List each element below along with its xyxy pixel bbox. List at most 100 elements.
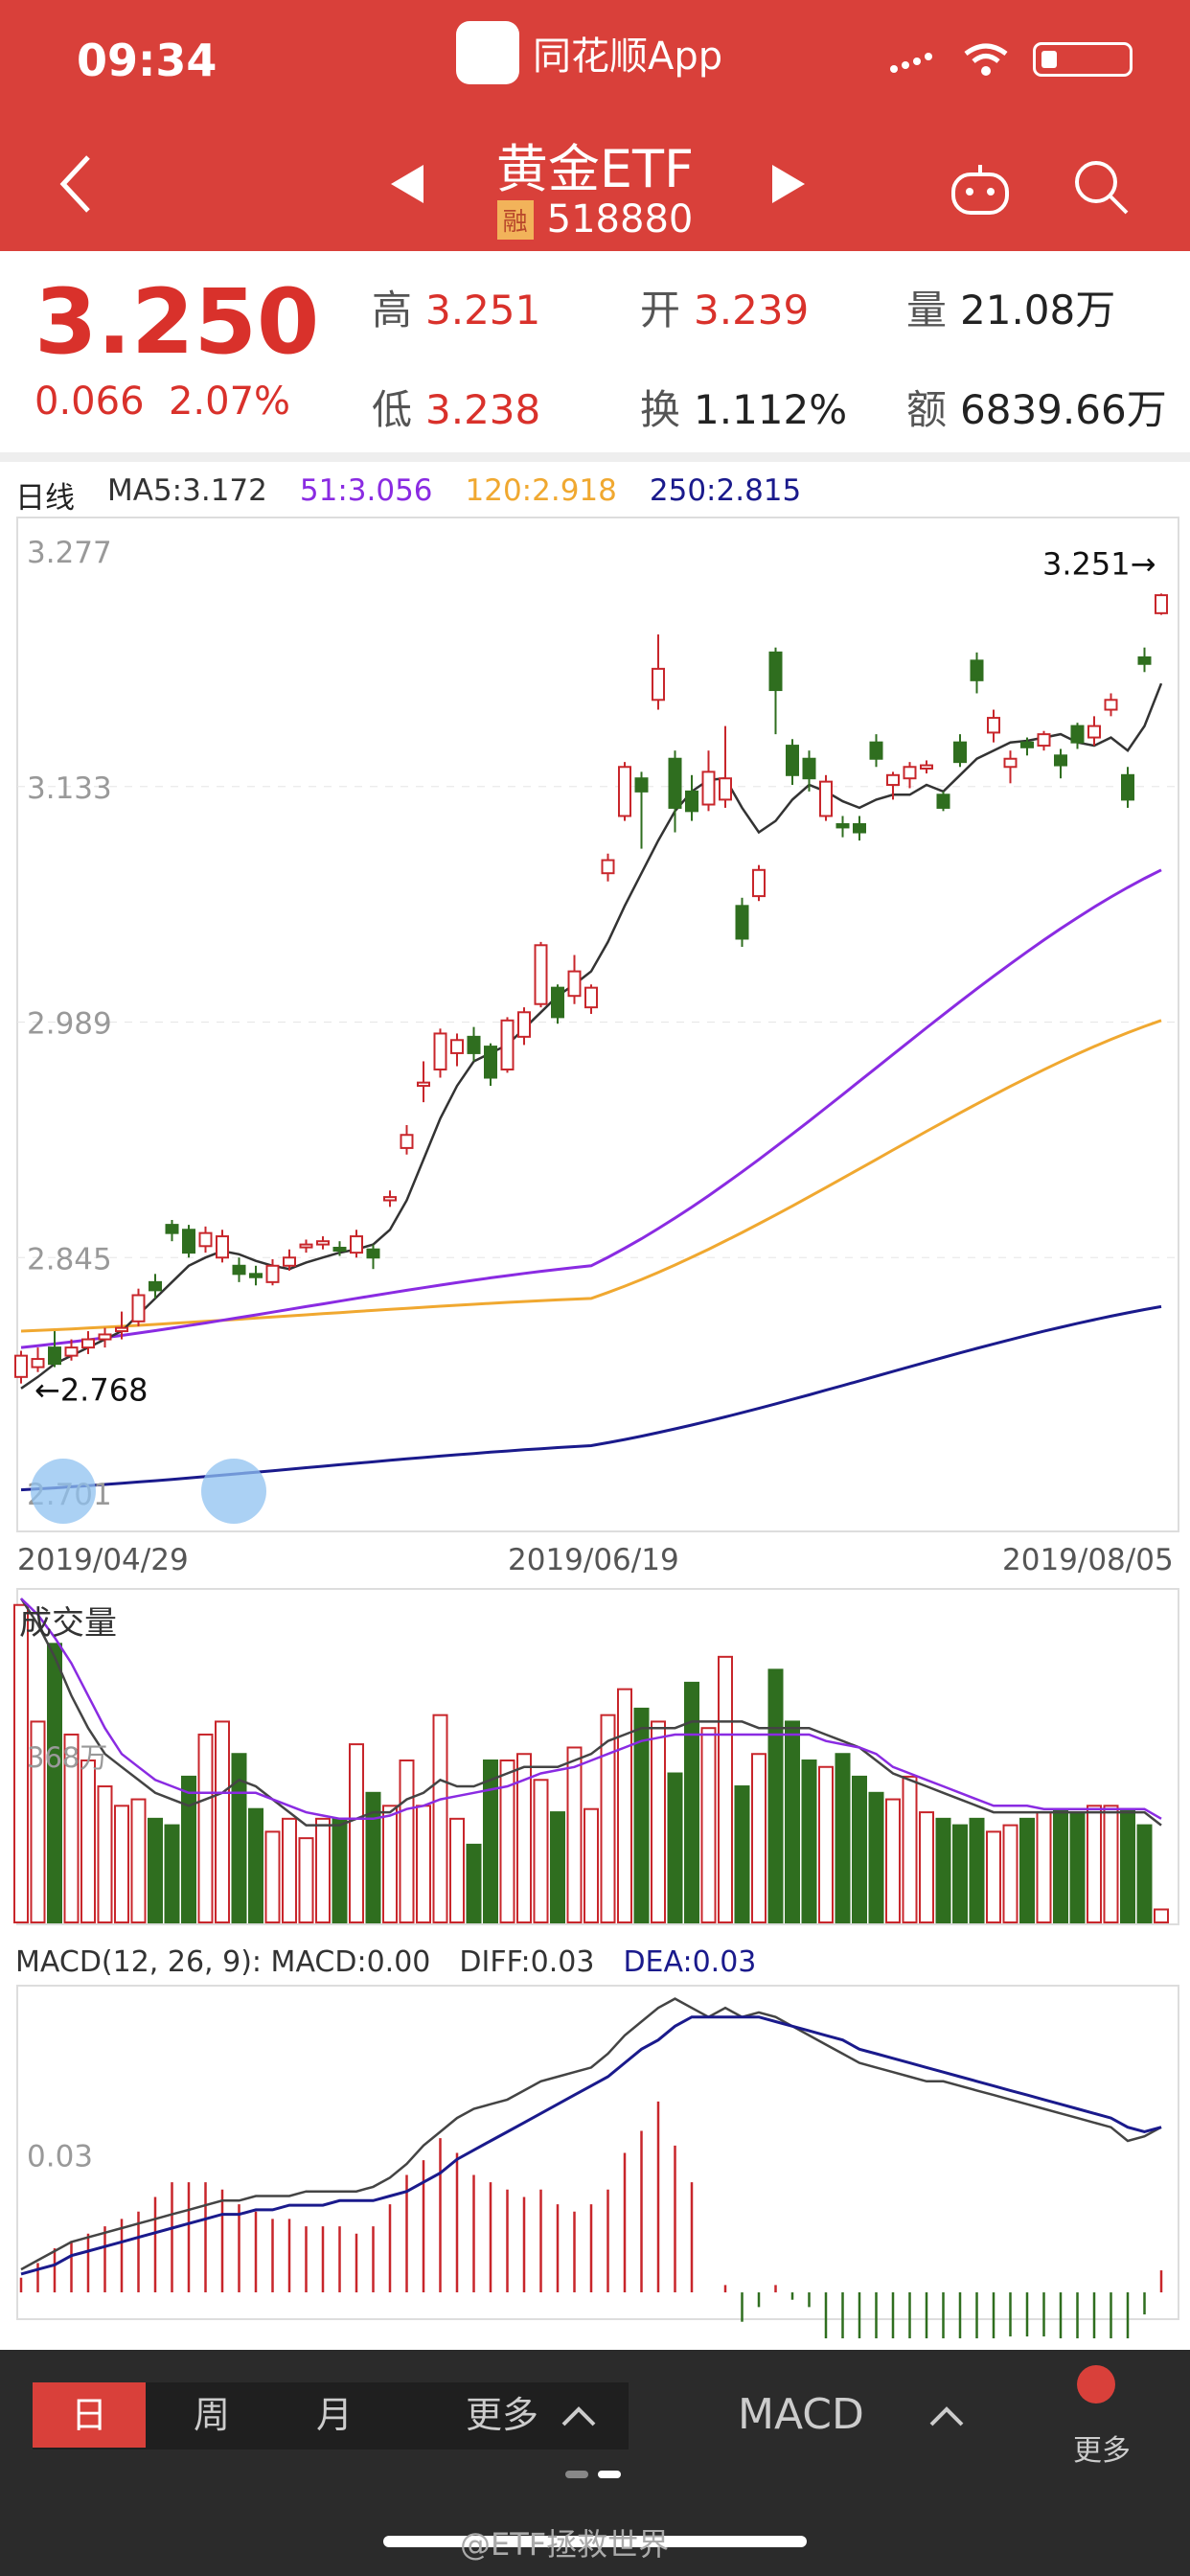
volume-bar [63,1733,80,1923]
candle-body [618,766,631,817]
turnover-value: 1.112% [694,386,848,433]
macd-dea-line [20,2015,1162,2276]
period-week-tab[interactable]: 周 [193,2394,230,2436]
volume-bar [197,1733,214,1923]
volume-bar [264,1830,281,1923]
period-month-tab[interactable]: 月 [315,2394,353,2436]
volume-bar [282,1817,297,1923]
volume-bar [130,1798,147,1924]
macd-diff-line [20,1997,1162,2271]
chevron-up-icon[interactable] [560,2402,598,2430]
period-day-tab[interactable]: 日 [33,2382,146,2448]
candle-body [332,1247,347,1253]
candle-body [283,1256,296,1267]
volume-bar [801,1760,817,1923]
candle-body [601,859,615,875]
low-item: 低 3.238 [372,378,540,436]
quote-panel: 3.250 0.066 2.07% 高 3.251 开 3.239 量 21.08万 … [0,251,1190,452]
candle-body [216,1235,229,1259]
home-indicator[interactable] [383,2536,807,2547]
candle-body [98,1333,112,1341]
status-app-name: 同花顺App [533,34,723,79]
volume-bar [1036,1811,1052,1923]
high-value: 3.251 [425,287,541,334]
ma5-line [20,682,1163,1390]
candle-body [752,868,766,898]
expand-left-icon[interactable] [31,1459,96,1524]
candle-body [467,1035,481,1054]
volume-bar [835,1753,851,1923]
indicator-chevron-up-icon[interactable] [927,2402,966,2430]
candle-body [433,1032,447,1070]
candle-body [869,741,883,760]
low-marker-label: ←2.768 [34,1372,148,1409]
candle-body [685,790,698,813]
date-mid: 2019/06/19 [508,1543,679,1577]
volume-bar [164,1824,180,1923]
robot-assistant-icon[interactable] [949,161,1012,218]
more-button[interactable]: 更多 [1073,2434,1131,2468]
volume-bar [315,1817,331,1923]
macd-tick-label: 0.03 [27,2139,93,2174]
candle-body [584,986,598,1009]
volume-bar [382,1805,398,1923]
volume-bar [47,1643,62,1923]
candle-body [1104,699,1118,711]
amount-label: 额 [906,386,948,433]
wifi-icon [964,43,1008,76]
date-end: 2019/08/05 [1002,1543,1174,1577]
candle-body [48,1346,61,1366]
period-more-tab[interactable]: 更多 [465,2394,538,2436]
candle-body [182,1229,195,1254]
volume-ma-long [20,1598,1162,1821]
current-price: 3.250 [34,270,320,375]
open-item: 开 3.239 [640,278,809,336]
volume-bar [919,1811,934,1923]
status-time: 09:34 [77,34,217,86]
macd-legend[interactable]: MACD(12, 26, 9): MACD:0.00 DIFF:0.03 DEA… [15,1945,756,1979]
candle-body [903,766,917,780]
price-tick-label: 2.989 [27,1007,112,1042]
volume-bar [767,1668,784,1923]
volume-bar [30,1720,46,1923]
volume-bar [80,1760,96,1923]
volume-item: 量 21.08万 [906,278,1115,336]
volume-bar [1103,1805,1119,1923]
candle-body [1003,757,1018,769]
ma250-label: 250:2.815 [649,473,802,508]
volume-bar [516,1753,532,1923]
volume-bar [633,1707,650,1924]
volume-bar [365,1791,381,1924]
watermark: @ETF拯救世界 [460,2526,670,2563]
volume-value: 21.08万 [960,287,1116,334]
high-marker-label: 3.251→ [1042,545,1156,582]
volume-bar [466,1843,482,1924]
section-divider [0,452,1190,462]
back-button[interactable] [57,153,96,215]
volume-bar [952,1824,968,1923]
search-icon[interactable] [1071,157,1131,217]
candle-body [652,667,665,702]
battery-icon [1033,42,1133,77]
status-app: 同花顺App [456,21,722,84]
stock-code-row: 融 518880 [0,197,1190,242]
open-value: 3.239 [694,287,810,334]
volume-bar [667,1772,683,1924]
volume-ma-short [19,1598,1162,1827]
fullscreen-icon[interactable] [201,1459,266,1524]
price-tick-label: 3.277 [27,536,112,570]
volume-bar [617,1688,632,1924]
volume-bar [97,1785,113,1924]
ma-legend[interactable]: 日线 MA5:3.172 51:3.056 120:2.918 250:2.81… [15,473,801,517]
candle-body [249,1273,263,1278]
turnover-item: 换 1.112% [640,378,847,436]
candle-body [1054,754,1067,767]
next-stock-button[interactable] [772,165,805,203]
candle-body [835,823,850,829]
indicator-selector[interactable]: MACD [738,2390,864,2439]
price-tick-label: 2.845 [27,1242,112,1276]
volume-bar [1120,1807,1135,1923]
volume-bar [399,1760,415,1923]
prev-stock-button[interactable] [391,165,423,203]
